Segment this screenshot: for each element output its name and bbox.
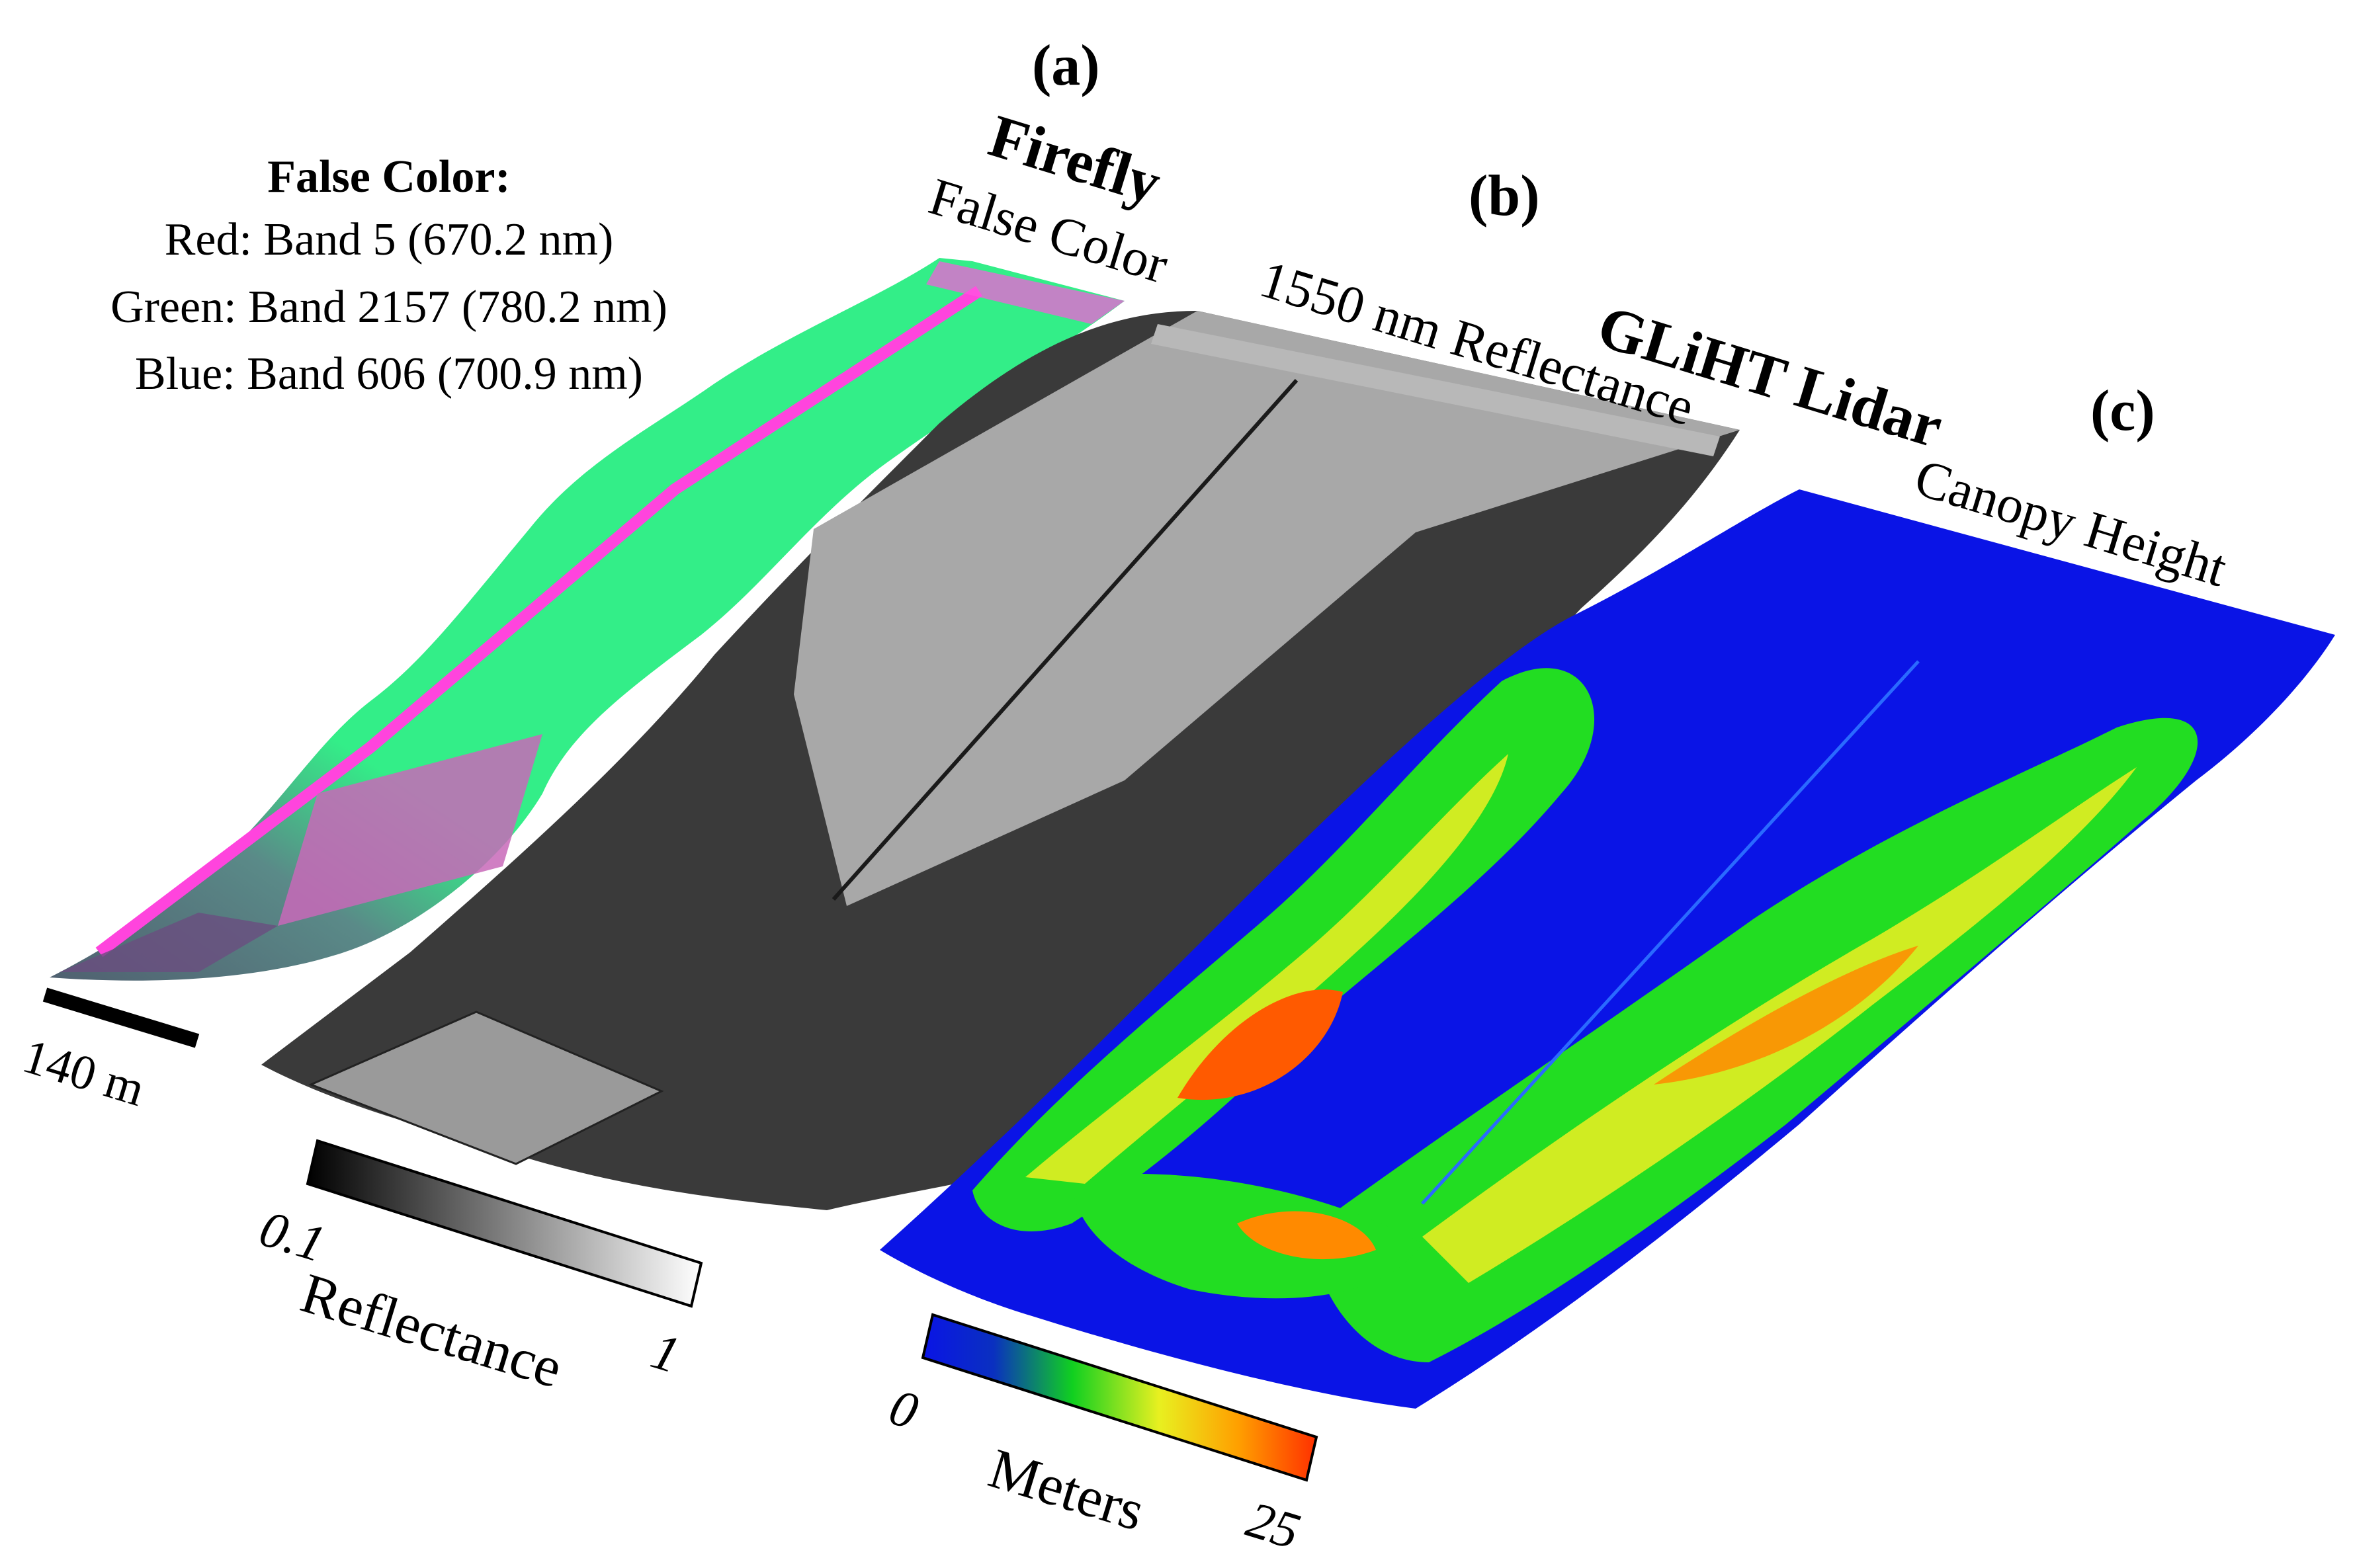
false-color-legend-green: Green: Band 2157 (780.2 nm) bbox=[110, 282, 667, 333]
canopy-height-image bbox=[880, 489, 2335, 1409]
canopy-height-colorbar bbox=[921, 1313, 1318, 1482]
false-color-legend-title: False Color: bbox=[267, 151, 510, 202]
false-color-legend-blue: Blue: Band 606 (700.9 nm) bbox=[135, 349, 643, 399]
reflectance-colorbar-min: 0.1 bbox=[253, 1199, 332, 1273]
panel-a-letter: (a) bbox=[1032, 34, 1100, 98]
canopy-colorbar-label: Meters bbox=[982, 1436, 1151, 1543]
canopy-colorbar-max: 25 bbox=[1240, 1490, 1306, 1560]
reflectance-colorbar-max: 1 bbox=[645, 1321, 687, 1384]
scale-bar bbox=[42, 987, 200, 1048]
reflectance-colorbar bbox=[306, 1139, 703, 1308]
canopy-colorbar-min: 0 bbox=[883, 1378, 925, 1440]
false-color-image bbox=[50, 258, 1125, 981]
scale-bar-label: 140 m bbox=[17, 1029, 151, 1117]
panel-b-letter: (b) bbox=[1469, 164, 1540, 228]
road-stripe bbox=[95, 286, 982, 958]
false-color-legend-red: Red: Band 5 (670.2 nm) bbox=[165, 214, 614, 265]
panel-c-letter: (c) bbox=[2090, 379, 2155, 443]
reflectance-colorbar-label: Reflectance bbox=[294, 1260, 569, 1399]
